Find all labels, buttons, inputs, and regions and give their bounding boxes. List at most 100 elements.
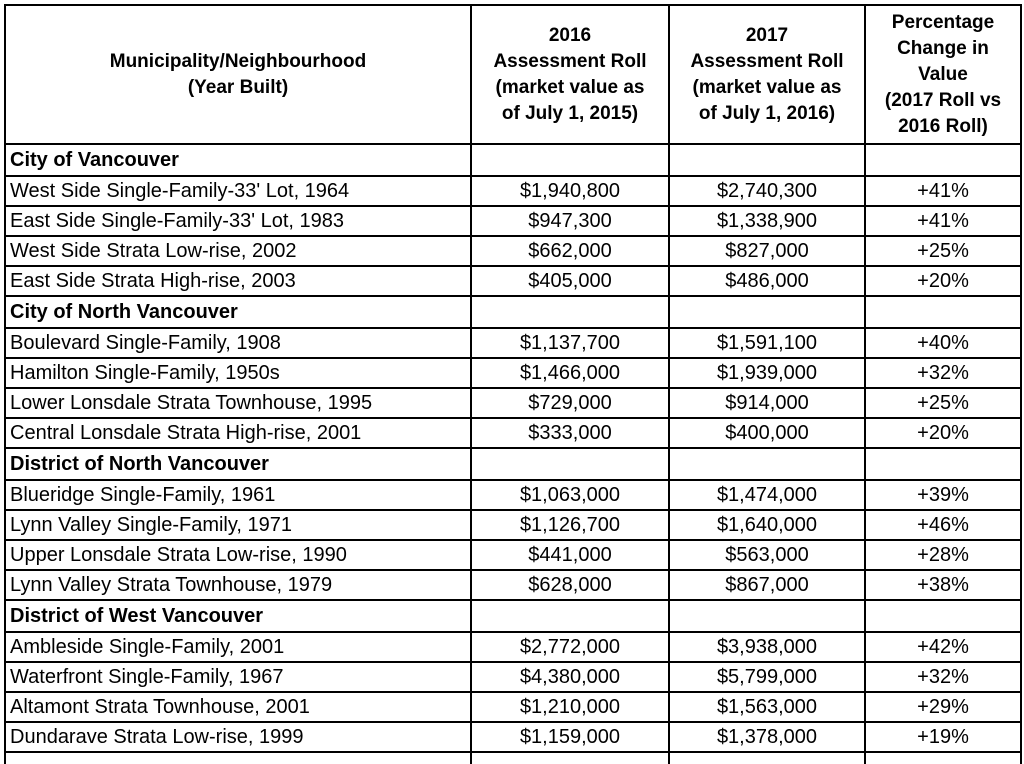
section-header-row: District of North Vancouver: [4, 447, 1022, 481]
change-cell: +25%: [864, 235, 1022, 267]
change-cell: +41%: [864, 205, 1022, 237]
municipality-cell: Lower Lonsdale Strata Townhouse, 1995: [4, 387, 472, 419]
value-2016-cell: $4,380,000: [470, 661, 670, 693]
value-2016-cell: $1,126,700: [470, 509, 670, 541]
table-row: Lynn Valley Strata Townhouse, 1979 $628,…: [4, 569, 1022, 601]
column-header-2017-roll: 2017 Assessment Roll (market value as of…: [668, 4, 866, 145]
change-cell: +46%: [864, 509, 1022, 541]
value-2017-cell: $400,000: [668, 417, 866, 449]
value-2017-cell: $1,640,000: [668, 509, 866, 541]
value-2016-cell: $1,466,000: [470, 357, 670, 389]
table-row: Upper Lonsdale Strata Low-rise, 1990 $44…: [4, 539, 1022, 571]
change-cell: +41%: [864, 175, 1022, 207]
section-header-row: City of Vancouver: [4, 143, 1022, 177]
value-2017-cell: $5,799,000: [668, 661, 866, 693]
value-2017-cell: $3,938,000: [668, 631, 866, 663]
value-2016-cell: $405,000: [470, 265, 670, 297]
municipality-cell: Upper Lonsdale Strata Low-rise, 1990: [4, 539, 472, 571]
value-2016-cell: $947,300: [470, 205, 670, 237]
column-header-2016-roll: 2016 Assessment Roll (market value as of…: [470, 4, 670, 145]
value-2016-cell: $441,000: [470, 539, 670, 571]
municipality-cell: Boulevard Single-Family, 1908: [4, 327, 472, 359]
table-row: Boulevard Single-Family, 1908 $1,137,700…: [4, 327, 1022, 359]
municipality-cell: Dundarave Strata Low-rise, 1999: [4, 721, 472, 753]
table-row: Lynn Valley Single-Family, 1971 $1,126,7…: [4, 509, 1022, 541]
empty-cell: [470, 143, 670, 177]
section-title-cell: City of North Vancouver: [4, 295, 472, 329]
change-cell: +28%: [864, 539, 1022, 571]
table-row: Central Lonsdale Strata High-rise, 2001 …: [4, 417, 1022, 449]
section-title-cell: District of North Vancouver: [4, 447, 472, 481]
change-cell: +20%: [864, 417, 1022, 449]
table-row: Lower Lonsdale Strata Townhouse, 1995 $7…: [4, 387, 1022, 419]
value-2017-cell: $827,000: [668, 235, 866, 267]
change-cell: +20%: [864, 265, 1022, 297]
change-cell: +39%: [864, 479, 1022, 511]
empty-cell: [668, 295, 866, 329]
municipality-cell: Ambleside Single-Family, 2001: [4, 631, 472, 663]
table-row: East Side Strata High-rise, 2003 $405,00…: [4, 265, 1022, 297]
empty-cell: [668, 751, 866, 764]
value-2016-cell: $628,000: [470, 569, 670, 601]
municipality-cell: Lynn Valley Strata Townhouse, 1979: [4, 569, 472, 601]
empty-cell: [668, 143, 866, 177]
value-2017-cell: $1,591,100: [668, 327, 866, 359]
value-2017-cell: $914,000: [668, 387, 866, 419]
empty-cell: [864, 751, 1022, 764]
value-2017-cell: $2,740,300: [668, 175, 866, 207]
municipality-cell: West Side Strata Low-rise, 2002: [4, 235, 472, 267]
assessment-roll-table: Municipality/Neighbourhood (Year Built) …: [4, 4, 1022, 764]
value-2016-cell: $1,940,800: [470, 175, 670, 207]
change-cell: +25%: [864, 387, 1022, 419]
value-2017-cell: $1,378,000: [668, 721, 866, 753]
value-2017-cell: $1,563,000: [668, 691, 866, 723]
empty-cell: [4, 751, 472, 764]
table-row: Dundarave Strata Low-rise, 1999 $1,159,0…: [4, 721, 1022, 753]
empty-cell: [864, 599, 1022, 633]
empty-cell: [470, 447, 670, 481]
value-2016-cell: $1,137,700: [470, 327, 670, 359]
value-2016-cell: $662,000: [470, 235, 670, 267]
value-2016-cell: $1,063,000: [470, 479, 670, 511]
value-2017-cell: $1,474,000: [668, 479, 866, 511]
empty-cell: [470, 295, 670, 329]
municipality-cell: Hamilton Single-Family, 1950s: [4, 357, 472, 389]
value-2017-cell: $1,939,000: [668, 357, 866, 389]
value-2016-cell: $1,210,000: [470, 691, 670, 723]
change-cell: +40%: [864, 327, 1022, 359]
table-row: Waterfront Single-Family, 1967 $4,380,00…: [4, 661, 1022, 693]
municipality-cell: Blueridge Single-Family, 1961: [4, 479, 472, 511]
municipality-cell: East Side Single-Family-33' Lot, 1983: [4, 205, 472, 237]
empty-cell: [864, 447, 1022, 481]
section-header-row: City of North Vancouver: [4, 295, 1022, 329]
empty-cell: [668, 599, 866, 633]
municipality-cell: West Side Single-Family-33' Lot, 1964: [4, 175, 472, 207]
change-cell: +38%: [864, 569, 1022, 601]
table-row: West Side Single-Family-33' Lot, 1964 $1…: [4, 175, 1022, 207]
table-row: East Side Single-Family-33' Lot, 1983 $9…: [4, 205, 1022, 237]
table-row: Hamilton Single-Family, 1950s $1,466,000…: [4, 357, 1022, 389]
table-row: West Side Strata Low-rise, 2002 $662,000…: [4, 235, 1022, 267]
value-2017-cell: $563,000: [668, 539, 866, 571]
empty-cell: [470, 751, 670, 764]
value-2017-cell: $1,338,900: [668, 205, 866, 237]
municipality-cell: Waterfront Single-Family, 1967: [4, 661, 472, 693]
table-row: Blueridge Single-Family, 1961 $1,063,000…: [4, 479, 1022, 511]
column-header-municipality: Municipality/Neighbourhood (Year Built): [4, 4, 472, 145]
empty-cell: [470, 599, 670, 633]
municipality-cell: East Side Strata High-rise, 2003: [4, 265, 472, 297]
empty-cell: [864, 295, 1022, 329]
header-row: Municipality/Neighbourhood (Year Built) …: [4, 4, 1022, 145]
municipality-cell: Lynn Valley Single-Family, 1971: [4, 509, 472, 541]
cutoff-row: [4, 751, 1022, 764]
value-2016-cell: $333,000: [470, 417, 670, 449]
value-2017-cell: $867,000: [668, 569, 866, 601]
empty-cell: [668, 447, 866, 481]
empty-cell: [864, 143, 1022, 177]
section-header-row: District of West Vancouver: [4, 599, 1022, 633]
column-header-percentage-change: Percentage Change in Value (2017 Roll vs…: [864, 4, 1022, 145]
section-title-cell: District of West Vancouver: [4, 599, 472, 633]
table-row: Ambleside Single-Family, 2001 $2,772,000…: [4, 631, 1022, 663]
value-2017-cell: $486,000: [668, 265, 866, 297]
